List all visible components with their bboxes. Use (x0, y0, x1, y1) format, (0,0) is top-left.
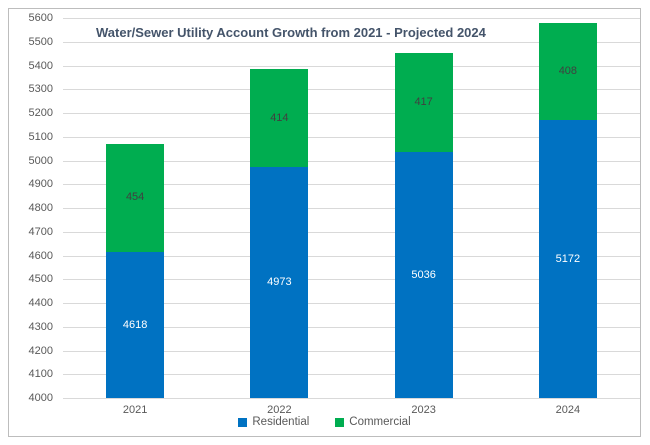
y-axis-tick-label: 5200 (28, 107, 53, 119)
y-axis-tick-label: 5000 (28, 154, 53, 167)
data-label-commercial-2024: 408 (558, 65, 578, 78)
legend-item-commercial: Commercial (335, 416, 411, 428)
gridline (63, 374, 640, 376)
gridline (63, 18, 640, 19)
data-label-residential-2022: 4973 (267, 276, 292, 289)
gridline (63, 398, 640, 399)
y-axis-tick-label: 4100 (28, 368, 53, 381)
x-axis-tick-label: 2023 (411, 403, 436, 416)
data-label-commercial-2021: 454 (125, 191, 145, 204)
x-axis-tick-label: 2021 (122, 403, 148, 416)
gridline (63, 65, 640, 67)
y-axis-tick-label: 4400 (28, 297, 53, 309)
legend-swatch-residential (238, 417, 248, 427)
data-label-residential-2023: 5036 (411, 268, 436, 281)
bar-segment-residential-2022 (250, 167, 309, 399)
legend-label: Residential (252, 416, 310, 428)
y-axis-tick-label: 5400 (28, 59, 53, 72)
data-label-residential-2021: 4618 (122, 318, 148, 331)
gridline (63, 160, 640, 162)
y-axis-tick-label: 5500 (28, 35, 53, 48)
x-axis-tick-label: 2024 (555, 403, 581, 416)
legend-swatch-commercial (335, 417, 345, 427)
legend-item-residential: Residential (238, 416, 309, 428)
gridline (63, 279, 640, 281)
x-axis-tick-label: 2022 (267, 403, 292, 416)
y-axis-tick-label: 4300 (28, 320, 53, 333)
bar-segment-residential-2024 (538, 120, 597, 399)
gridline (63, 303, 640, 304)
bar-segment-commercial-2022 (250, 69, 309, 168)
y-axis-tick-label: 4500 (28, 273, 53, 286)
y-axis-tick-label: 4900 (28, 178, 53, 191)
chart-frame: Water/Sewer Utility Account Growth from … (8, 8, 641, 437)
gridline (63, 113, 640, 114)
bar-segment-commercial-2023 (394, 53, 453, 153)
data-label-residential-2024: 5172 (555, 252, 581, 265)
gridline (63, 326, 640, 328)
legend: Residential Commercial (9, 416, 640, 428)
gridline (63, 208, 640, 209)
bar-segment-residential-2021 (106, 251, 165, 399)
y-axis-tick-label: 4000 (28, 392, 53, 404)
y-axis-tick-label: 4700 (28, 225, 53, 238)
data-label-commercial-2023: 417 (414, 96, 433, 109)
gridline (63, 350, 640, 352)
gridline (63, 136, 640, 138)
y-axis-tick-label: 4600 (28, 249, 53, 262)
gridline (63, 184, 640, 186)
gridline (63, 231, 640, 233)
y-axis-tick-label: 5100 (28, 130, 53, 143)
gridline (63, 255, 640, 257)
y-axis-tick-label: 4800 (28, 202, 53, 214)
bar-segment-commercial-2021 (106, 143, 165, 252)
legend-label: Commercial (349, 416, 411, 428)
gridline (63, 41, 640, 43)
bar-segment-commercial-2024 (538, 23, 597, 121)
y-axis-tick-label: 4200 (28, 344, 53, 357)
bar-segment-residential-2023 (394, 152, 453, 399)
gridline (63, 89, 640, 91)
data-label-commercial-2022: 414 (270, 111, 289, 124)
y-axis-tick-label: 5300 (28, 83, 53, 96)
y-axis-tick-label: 5600 (28, 12, 53, 24)
chart-title: Water/Sewer Utility Account Growth from … (96, 25, 486, 40)
